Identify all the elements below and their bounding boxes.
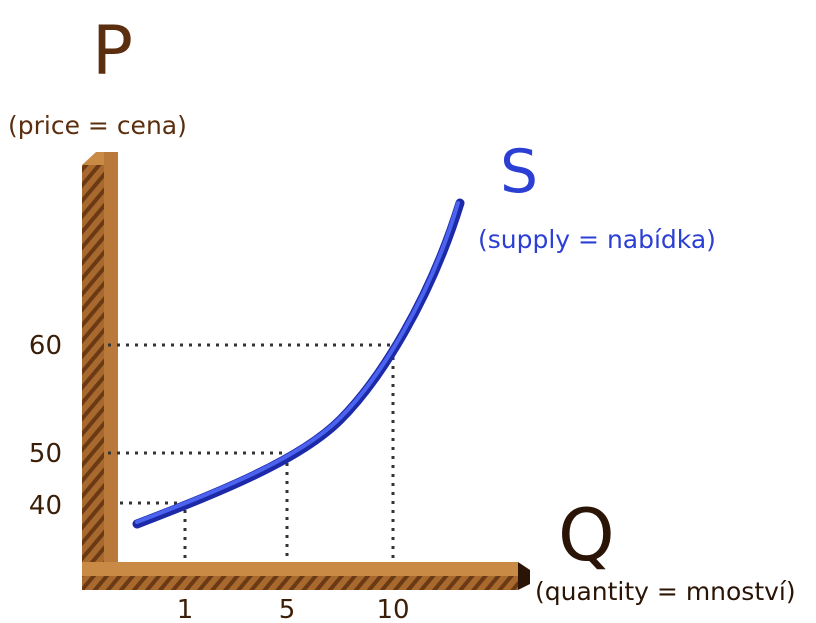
supply-diagram: P (price = cena) S (supply = nabídka) Q …	[0, 0, 816, 623]
x-axis-face	[82, 562, 518, 576]
x-axis-label: Q	[558, 493, 615, 577]
y-tick-label: 60	[29, 331, 62, 361]
curve-sublabel: (supply = nabídka)	[478, 225, 716, 254]
y-tick-label: 50	[29, 439, 62, 469]
supply-curve-highlight	[137, 203, 458, 522]
axis-end	[518, 562, 530, 590]
x-tick-label: 1	[177, 595, 194, 623]
x-tick-label: 10	[376, 595, 409, 623]
supply-curve	[137, 203, 460, 524]
y-axis-bar	[82, 165, 104, 585]
y-tick-label: 40	[29, 491, 62, 521]
axes	[82, 152, 530, 590]
y-axis-label: P	[92, 12, 133, 91]
guide-line	[108, 345, 393, 560]
x-axis-sublabel: (quantity = mnoství)	[535, 577, 796, 606]
x-tick-label: 5	[279, 595, 296, 623]
y-axis-sublabel: (price = cena)	[8, 111, 187, 140]
curve-label: S	[500, 137, 538, 207]
y-axis-face	[104, 152, 118, 562]
guides	[108, 345, 393, 560]
x-axis-bar	[82, 576, 518, 590]
